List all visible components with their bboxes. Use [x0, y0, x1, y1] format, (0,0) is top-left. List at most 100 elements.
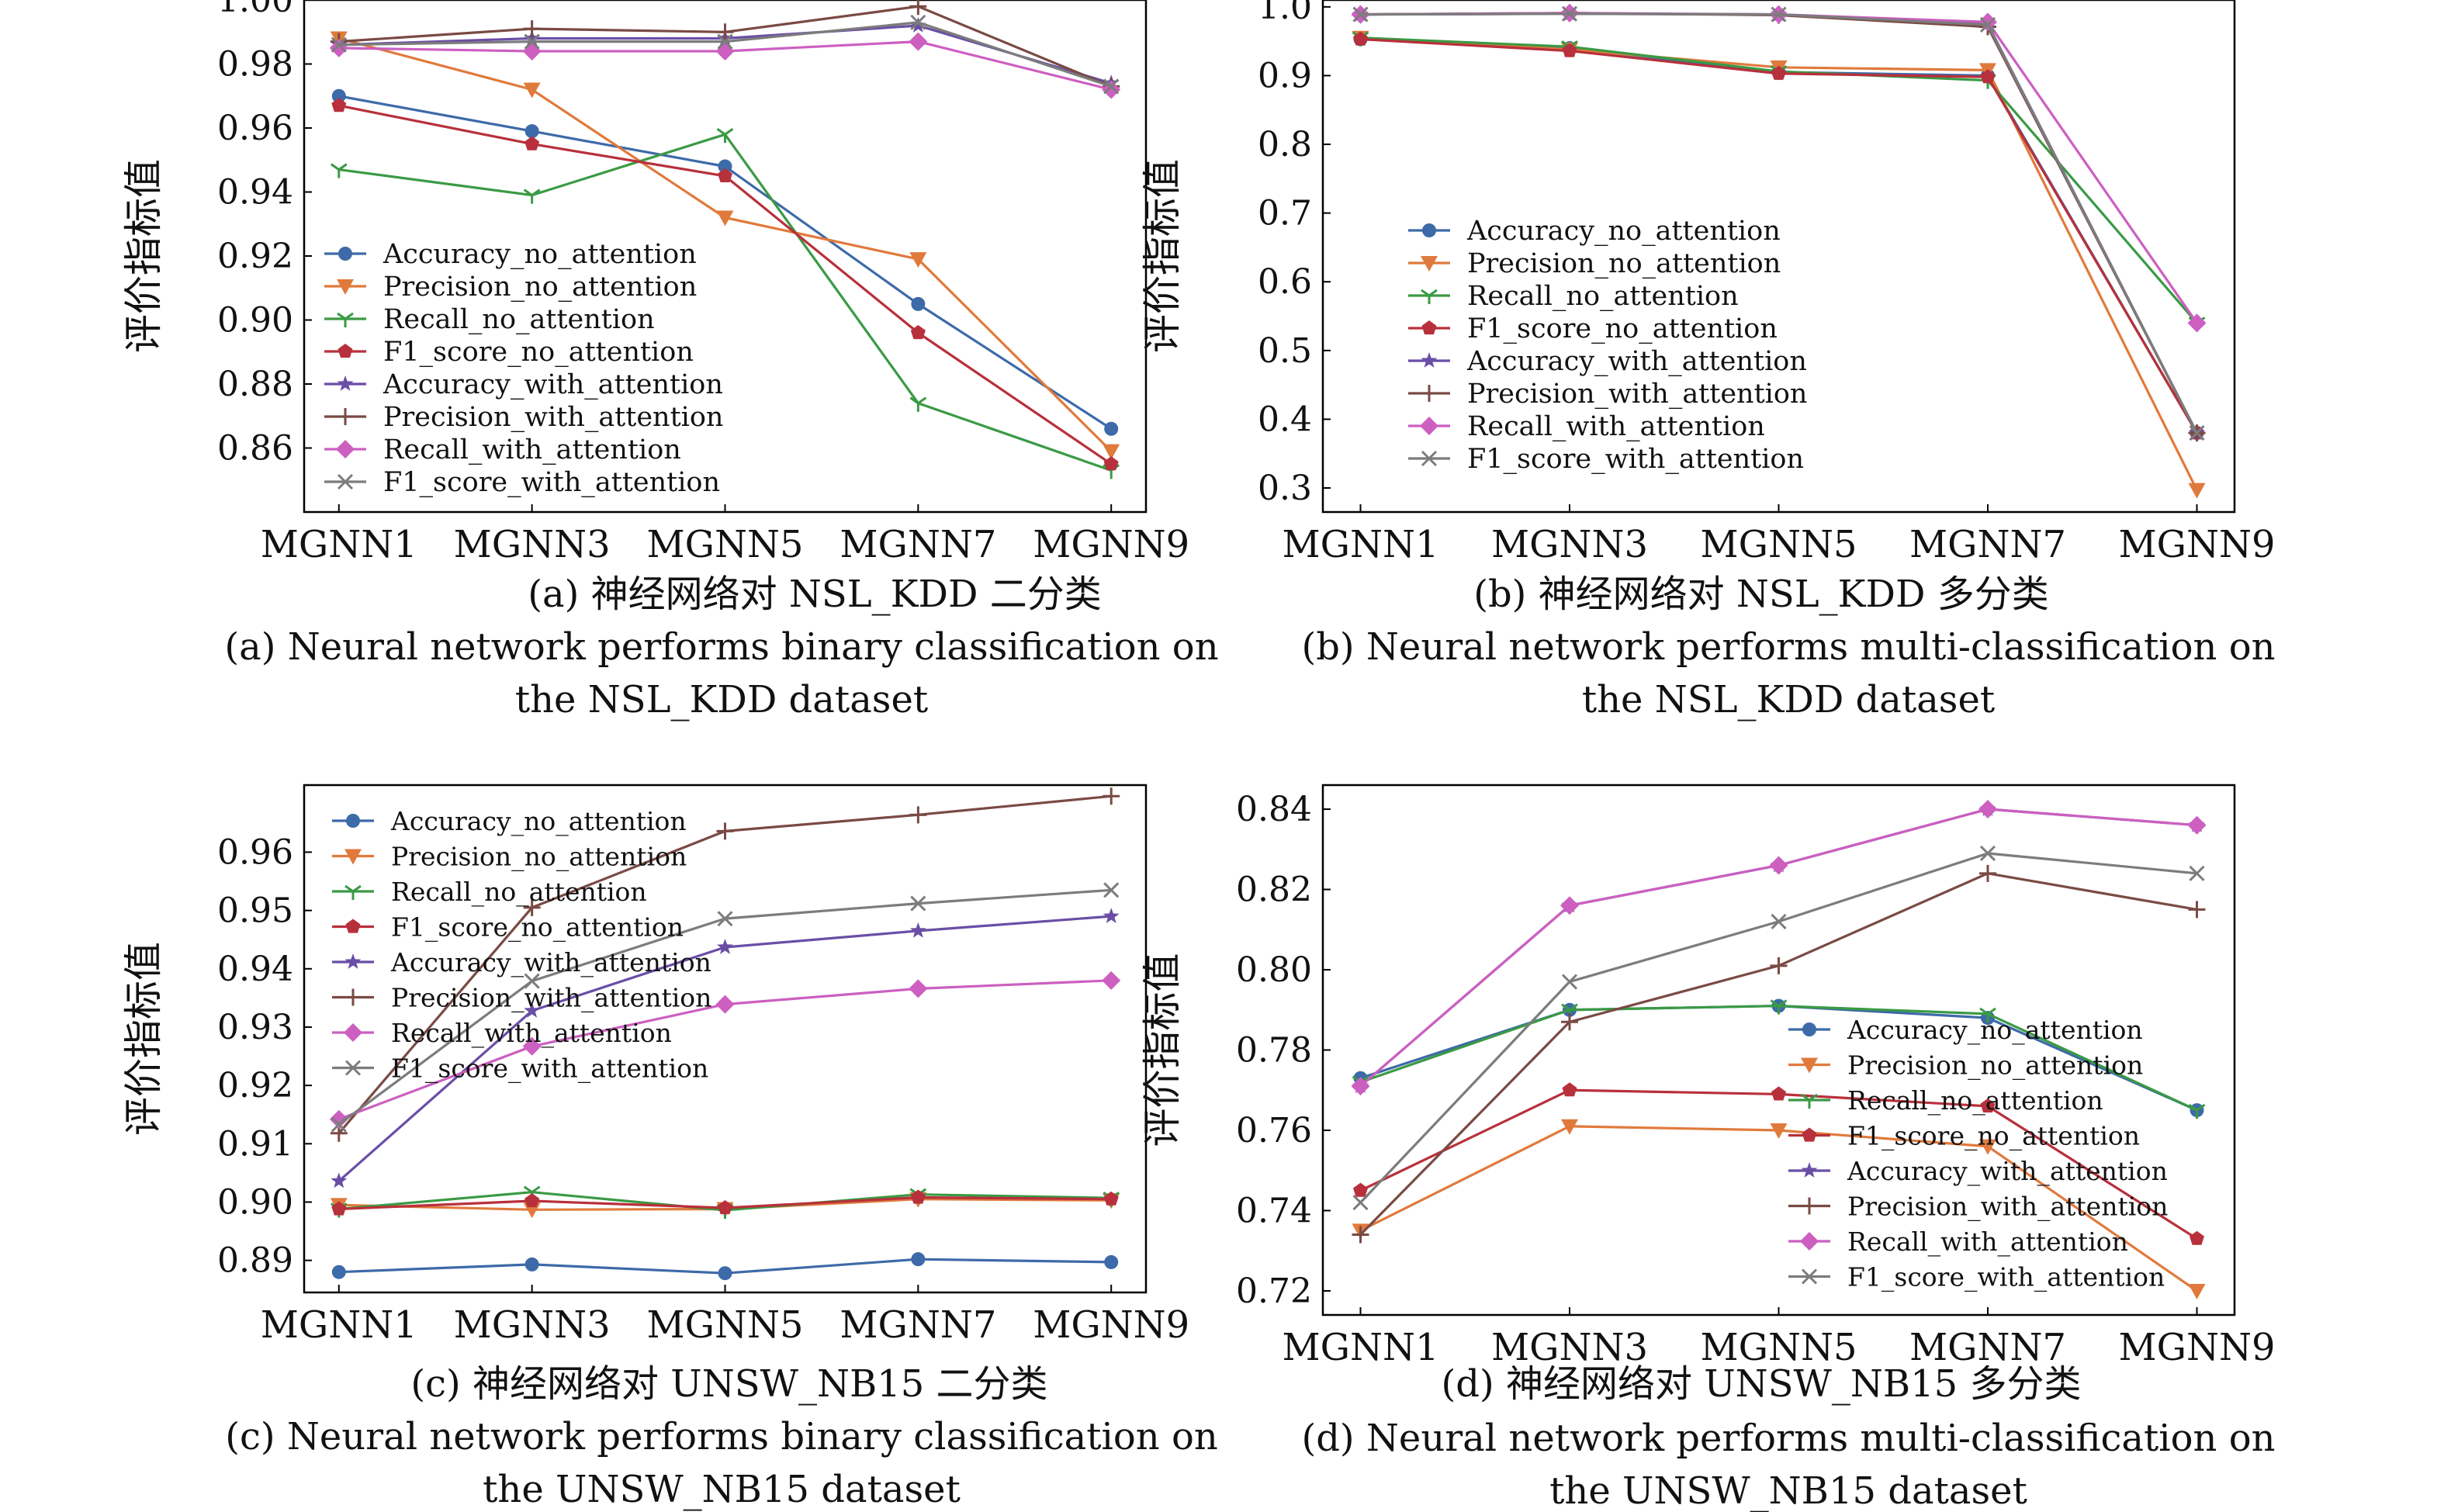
y-tick-label: 0.74 [1236, 1191, 1312, 1230]
y-tick-label: 1.00 [217, 0, 293, 20]
legend-label: Precision_with_attention [1467, 379, 1807, 410]
legend-label: F1_score_with_attention [383, 467, 720, 498]
legend-marker [1420, 417, 1438, 435]
data-point [716, 23, 734, 41]
legend-marker [337, 375, 354, 391]
legend-label: Accuracy_no_attention [383, 239, 697, 270]
data-point [716, 128, 734, 144]
legend-marker [1422, 223, 1436, 237]
y-tick-label: 0.8 [1258, 125, 1312, 164]
data-point [718, 159, 732, 174]
data-point [1103, 78, 1120, 95]
legend-marker [344, 1060, 362, 1076]
data-point [1103, 787, 1120, 805]
legend-label: Recall_no_attention [1467, 281, 1739, 312]
x-tick-label: MGNN9 [2118, 523, 2275, 566]
y-tick-label: 0.80 [1236, 950, 1312, 990]
data-point [718, 1200, 732, 1215]
data-point [1980, 1098, 1996, 1112]
legend-marker [346, 814, 360, 828]
data-point [1771, 913, 1787, 929]
data-point [1771, 1086, 1786, 1101]
data-point [524, 29, 541, 46]
data-point [1561, 974, 1578, 990]
data-point [331, 1172, 348, 1188]
data-point [1562, 43, 1577, 57]
x-tick-label: MGNN3 [1491, 1326, 1648, 1369]
y-tick-label: 0.91 [217, 1124, 293, 1164]
x-tick-label: MGNN1 [1282, 1326, 1438, 1369]
y-tick-label: 0.93 [217, 1008, 293, 1047]
data-point [524, 136, 540, 151]
x-tick-label: MGNN5 [646, 1303, 803, 1347]
data-point [2189, 865, 2205, 881]
caption-en-line1: (d) Neural network performs multi-classi… [1301, 1417, 2275, 1460]
legend-label: Precision_no_attention [391, 842, 687, 873]
data-point [522, 1036, 542, 1056]
legend-marker [1802, 1022, 1816, 1036]
legend-marker [337, 408, 354, 425]
legend-label: Recall_no_attention [391, 877, 647, 908]
caption-en-line2: the UNSW_NB15 dataset [483, 1468, 961, 1511]
x-tick-label: MGNN1 [261, 1303, 417, 1347]
data-point [524, 124, 539, 139]
legend-marker [337, 473, 354, 490]
legend-marker [345, 919, 361, 933]
data-point [1771, 6, 1787, 22]
legend-label: Precision_no_attention [1847, 1050, 2143, 1081]
legend-label: F1_score_with_attention [1467, 444, 1804, 475]
data-point [1353, 31, 1368, 46]
x-tick-label: MGNN7 [1909, 1326, 2066, 1369]
data-point [331, 88, 346, 103]
data-point [909, 32, 928, 51]
data-point [1352, 1195, 1369, 1211]
data-point [718, 168, 732, 182]
legend-marker [338, 344, 353, 358]
legend-marker [344, 1023, 362, 1042]
data-point [2187, 815, 2207, 835]
legend-label: Accuracy_no_attention [1847, 1015, 2143, 1046]
data-point [909, 0, 927, 16]
legend-marker [1421, 256, 1438, 272]
chart-panel-b: 1.0 0.9 0.8 0.7 0.6 0.5 0.4 0.3 MGNN1 MGNN3 MGNN5 M… [1140, 0, 2276, 721]
data-point [1104, 1254, 1119, 1269]
caption-cn: (c) 神经网络对 UNSW_NB15 二分类 [410, 1362, 1047, 1406]
y-tick-label: 0.95 [217, 891, 293, 931]
data-point [1351, 1077, 1370, 1096]
data-point [910, 14, 926, 30]
legend-label: F1_score_no_attention [1467, 313, 1778, 344]
data-point [1561, 5, 1578, 22]
y-tick-label: 0.6 [1258, 262, 1312, 302]
x-tick-label: MGNN5 [1700, 1326, 1857, 1369]
data-point [1353, 1182, 1368, 1197]
data-point [1979, 16, 1996, 33]
data-point [1770, 957, 1788, 974]
caption-en-line2: the NSL_KDD dataset [1582, 678, 1995, 721]
y-tick-label: 1.0 [1258, 0, 1312, 27]
x-tick-label: MGNN5 [646, 523, 803, 566]
data-point [1561, 1119, 1579, 1135]
y-tick-label: 0.88 [217, 365, 293, 404]
data-point [2190, 1230, 2204, 1245]
data-point [1770, 999, 1788, 1015]
data-point [331, 1201, 347, 1216]
x-tick-label: MGNN7 [1909, 523, 2066, 566]
legend-marker [1801, 1093, 1818, 1109]
data-point [330, 163, 348, 178]
legend-marker [1421, 320, 1437, 335]
data-point [1104, 421, 1119, 436]
data-point [2188, 483, 2206, 499]
y-axis-label: 评价指标值 [121, 159, 166, 353]
legend-label: Recall_with_attention [1847, 1227, 2128, 1258]
data-point [331, 1265, 346, 1279]
x-tick-label: MGNN9 [2118, 1326, 2275, 1369]
legend-marker [1421, 352, 1438, 368]
y-tick-label: 0.98 [217, 45, 293, 85]
y-tick-label: 0.86 [217, 429, 293, 469]
y-tick-label: 0.94 [217, 950, 293, 989]
x-tick-label: MGNN3 [1491, 523, 1648, 566]
data-point [2187, 313, 2207, 333]
data-point [1352, 6, 1369, 22]
data-point [1103, 444, 1120, 460]
legend-marker [1801, 1197, 1818, 1215]
